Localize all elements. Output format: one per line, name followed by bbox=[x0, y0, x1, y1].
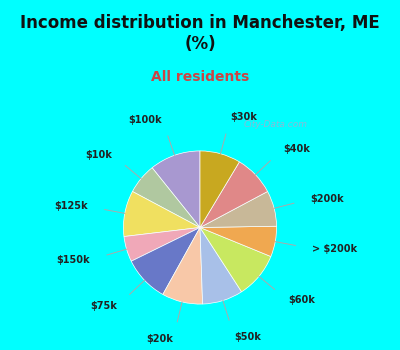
Text: $50k: $50k bbox=[234, 331, 261, 342]
Wedge shape bbox=[200, 162, 268, 228]
Text: > $200k: > $200k bbox=[312, 244, 358, 254]
Wedge shape bbox=[200, 191, 276, 228]
Text: $150k: $150k bbox=[57, 255, 90, 265]
Text: $40k: $40k bbox=[283, 144, 310, 154]
Wedge shape bbox=[124, 191, 200, 237]
Wedge shape bbox=[200, 228, 271, 292]
Text: $60k: $60k bbox=[288, 295, 315, 306]
Wedge shape bbox=[132, 168, 200, 228]
Wedge shape bbox=[200, 226, 276, 257]
Text: $75k: $75k bbox=[90, 301, 117, 311]
Text: City-Data.com: City-Data.com bbox=[243, 120, 307, 129]
Text: Income distribution in Manchester, ME
(%): Income distribution in Manchester, ME (%… bbox=[20, 14, 380, 53]
Wedge shape bbox=[152, 151, 200, 228]
Wedge shape bbox=[163, 228, 202, 304]
Text: $10k: $10k bbox=[85, 149, 112, 160]
Wedge shape bbox=[124, 228, 200, 261]
Text: $20k: $20k bbox=[146, 334, 173, 344]
Wedge shape bbox=[200, 151, 239, 228]
Wedge shape bbox=[200, 228, 242, 304]
Text: $100k: $100k bbox=[128, 115, 162, 125]
Text: $200k: $200k bbox=[311, 194, 344, 204]
Text: $125k: $125k bbox=[54, 201, 88, 211]
Text: All residents: All residents bbox=[151, 70, 249, 84]
Wedge shape bbox=[131, 228, 200, 294]
Text: $30k: $30k bbox=[230, 112, 257, 122]
